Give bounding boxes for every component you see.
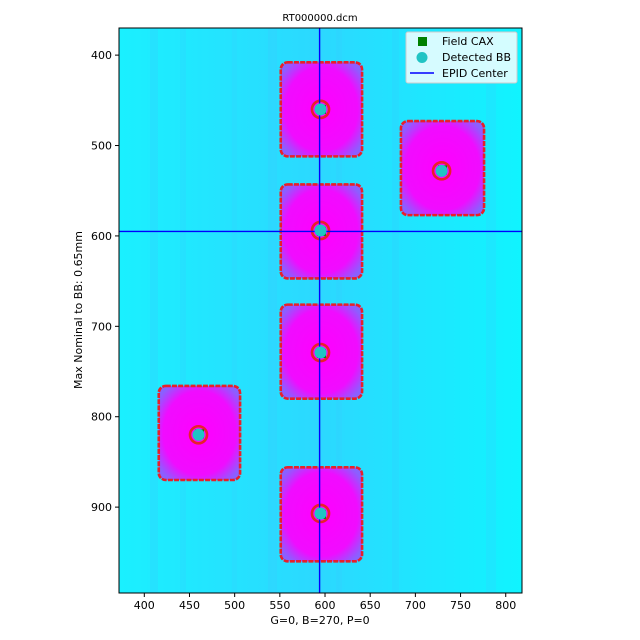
y-tick-label: 800 (91, 411, 112, 424)
x-tick-label: 600 (315, 599, 336, 612)
legend-label-detected-bb: Detected BB (442, 51, 511, 64)
bb-ring-3 (310, 220, 331, 241)
field-edge-6 (279, 466, 364, 563)
y-axis-ticks: 400 500 600 700 800 900 (91, 49, 119, 514)
y-tick-label: 900 (91, 501, 112, 514)
field-cax-legend-marker (418, 37, 427, 46)
image-stripe (392, 28, 399, 593)
image-stripe (268, 28, 277, 593)
legend-box (405, 31, 518, 84)
x-tick-label: 800 (495, 599, 516, 612)
field-edge-2 (399, 119, 486, 217)
x-tick-label: 500 (224, 599, 245, 612)
y-tick-label: 500 (91, 140, 112, 153)
plot-area (118, 27, 523, 594)
legend-label-epid-center: EPID Center (442, 67, 508, 80)
bb-ring-2 (431, 160, 452, 181)
y-axis-label: Max Nominal to BB: 0.65mm (72, 231, 85, 389)
detected-bb-marker-1 (314, 103, 327, 116)
plot-frame (118, 27, 523, 594)
bb-ring-5 (188, 424, 209, 445)
detected-bb-marker-4 (314, 346, 327, 359)
legend: Field CAX Detected BB EPID Center (405, 31, 518, 84)
x-tick-label: 750 (450, 599, 471, 612)
y-tick-label: 400 (91, 49, 112, 62)
x-tick-label: 700 (405, 599, 426, 612)
x-axis-ticks: 400 450 500 550 600 650 700 750 800 (134, 593, 516, 612)
bb-ring-4 (310, 342, 331, 363)
bb-rings (188, 99, 452, 524)
y-tick-label: 600 (91, 230, 112, 243)
detected-bb-marker-2 (435, 164, 448, 177)
detected-bb-legend-marker (416, 52, 428, 63)
x-tick-label: 550 (269, 599, 290, 612)
markers (192, 103, 448, 520)
image-stripe (150, 28, 158, 593)
field-edge-5 (157, 384, 242, 482)
field-edge-1 (279, 61, 364, 158)
x-tick-label: 450 (179, 599, 200, 612)
chart-title: RT000000.dcm (282, 13, 357, 24)
y-tick-label: 700 (91, 320, 112, 333)
detected-bb-marker-5 (192, 428, 205, 441)
bb-ring-6 (310, 503, 331, 524)
bb-ring-1 (310, 99, 331, 120)
image-stripe (180, 28, 186, 593)
legend-label-field-cax: Field CAX (442, 35, 494, 48)
field-edge-4 (279, 303, 364, 400)
x-tick-label: 650 (360, 599, 381, 612)
x-axis-label: G=0, B=270, P=0 (270, 614, 369, 627)
image-stripe (486, 28, 496, 593)
detected-bb-marker-6 (314, 507, 327, 520)
x-tick-label: 400 (134, 599, 155, 612)
detected-bb-marker-3 (314, 224, 327, 237)
image-stripe (232, 28, 237, 593)
